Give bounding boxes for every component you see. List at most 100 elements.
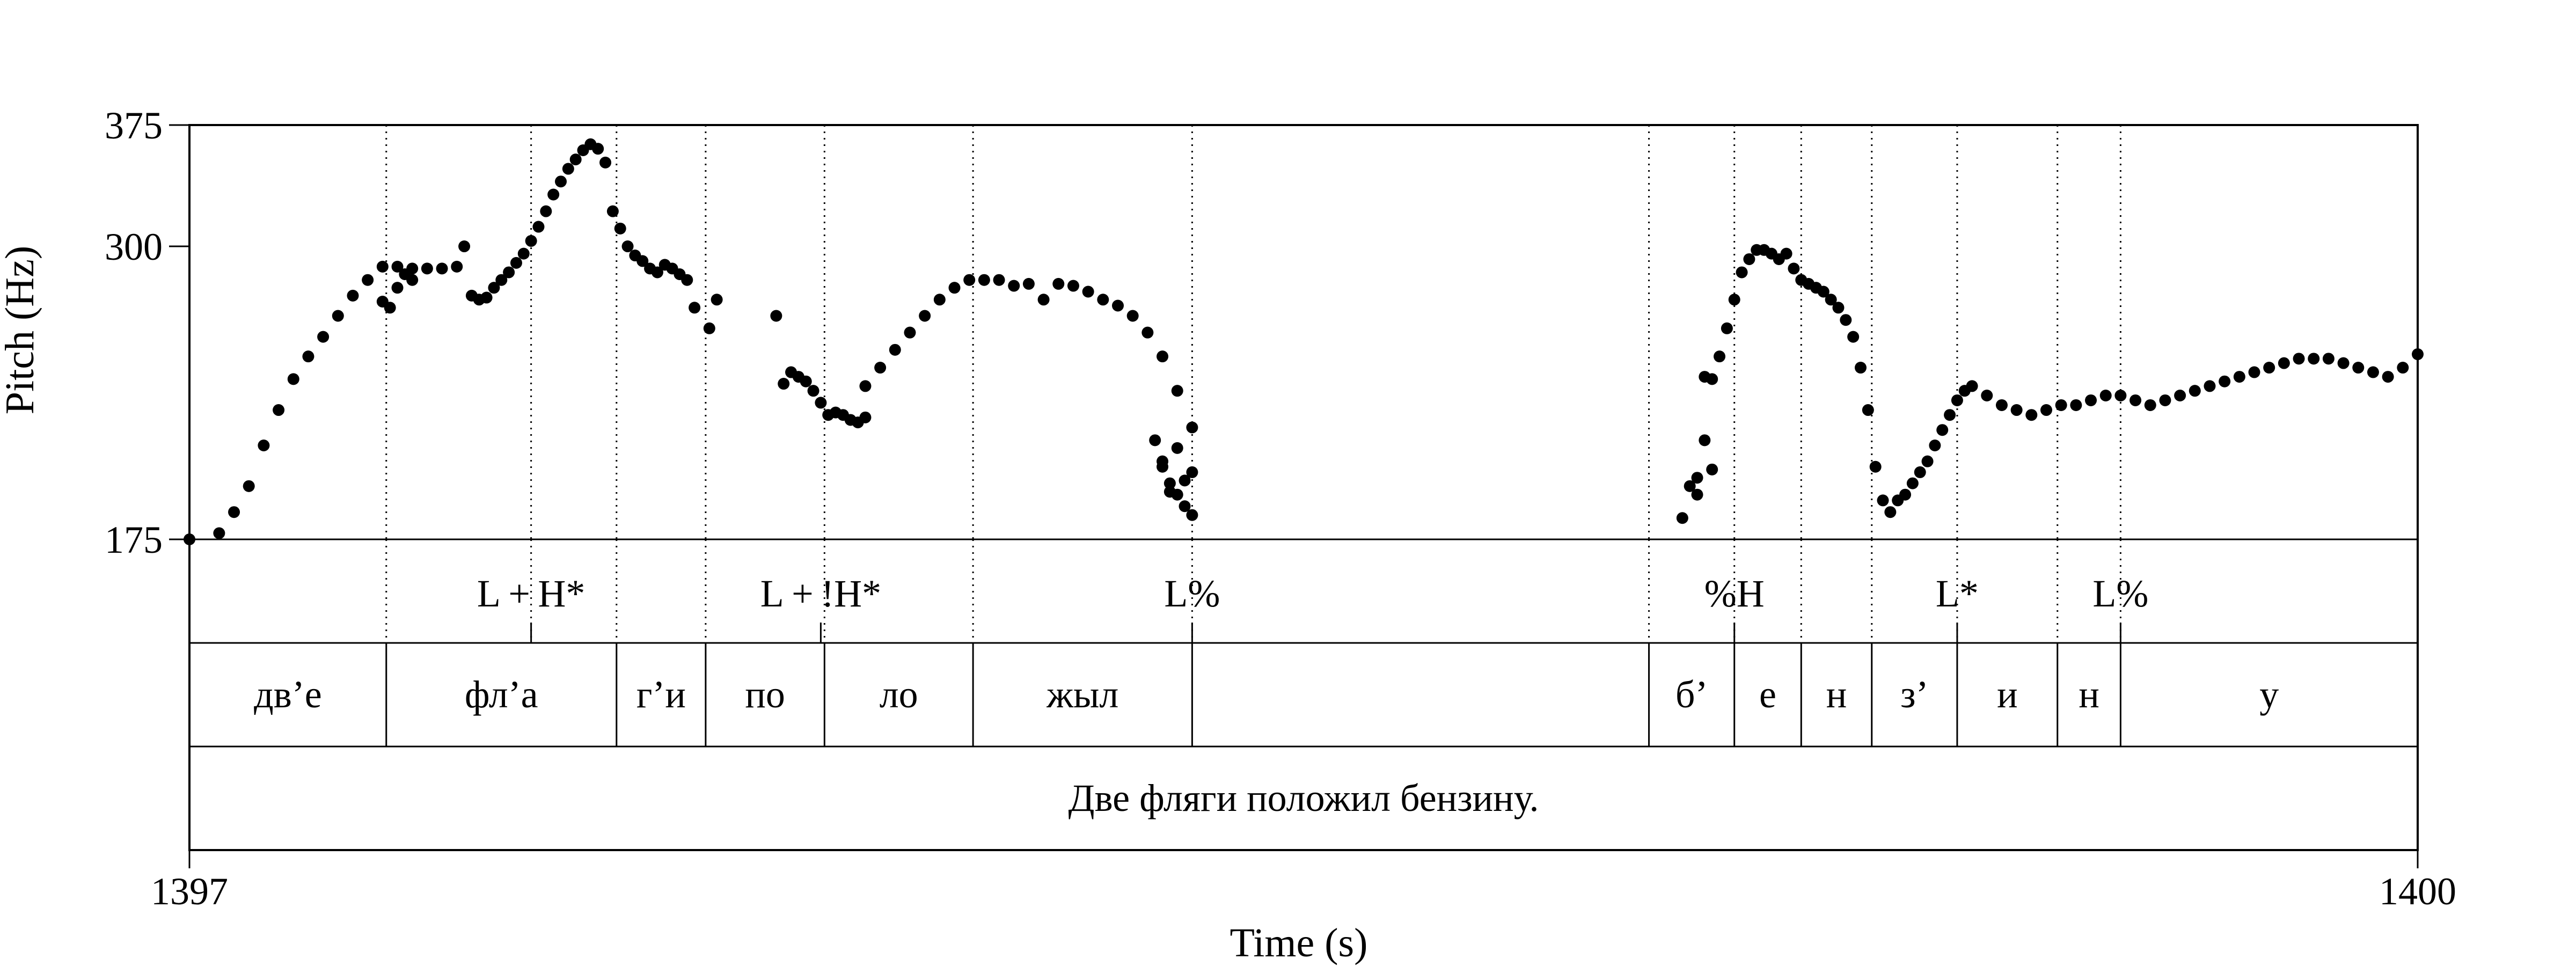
- pitch-point: [904, 326, 916, 339]
- pitch-point: [703, 322, 715, 334]
- pitch-point: [1067, 280, 1079, 292]
- pitch-point: [1699, 434, 1711, 447]
- pitch-point: [2085, 394, 2097, 406]
- pitch-point: [1141, 326, 1154, 339]
- pitch-point: [2248, 366, 2260, 378]
- pitch-point: [384, 302, 396, 314]
- pitch-points: [184, 138, 2424, 545]
- pitch-point: [1699, 371, 1711, 383]
- pitch-point: [2159, 394, 2171, 406]
- pitch-point: [569, 153, 582, 166]
- pitch-point: [517, 247, 530, 260]
- pitch-point: [2189, 385, 2201, 397]
- plot-frames: [188, 124, 2419, 851]
- pitch-point: [2040, 404, 2052, 416]
- pitch-point: [1163, 486, 1176, 498]
- pitch-point: [391, 282, 404, 294]
- pitch-point: [332, 310, 344, 322]
- pitch-point: [1825, 294, 1837, 306]
- annotation-tiers: L + H* L + !H* L% %H L* L% дв’е фл’а г’и по ло жыл б…: [254, 572, 2279, 819]
- pitch-point: [978, 274, 990, 286]
- pitch-point: [770, 310, 782, 322]
- outer-frame: [188, 124, 2419, 851]
- segment-label: и: [1997, 673, 2018, 716]
- pitch-point: [273, 404, 285, 416]
- tone-label: L + H*: [477, 572, 585, 615]
- pitch-point: [2055, 399, 2067, 411]
- pitch-point: [562, 163, 574, 175]
- pitch-point: [807, 385, 819, 397]
- pitch-point: [1899, 488, 1912, 501]
- pitch-point: [2099, 390, 2112, 402]
- pitch-point: [599, 156, 612, 169]
- pitch-point: [1884, 506, 1897, 518]
- tone-label: L%: [2092, 572, 2148, 615]
- pitch-point: [1877, 494, 1889, 507]
- pitch-point: [1097, 294, 1109, 306]
- pitch-point: [1022, 277, 1035, 290]
- pitch-point: [391, 260, 404, 273]
- pitch-point: [1921, 455, 1934, 467]
- pitch-point: [1862, 404, 1874, 416]
- pitch-point: [1944, 409, 1956, 421]
- pitch-point: [302, 350, 314, 363]
- pitch-point: [1714, 350, 1726, 363]
- pitch-point: [510, 257, 522, 269]
- pitch-point: [1966, 380, 1978, 392]
- y-tick-label: 375: [105, 104, 163, 147]
- pitch-point: [2308, 353, 2320, 365]
- pitch-point: [547, 188, 560, 201]
- segment-label: дв’е: [254, 673, 322, 716]
- pitch-point: [1929, 440, 1941, 452]
- tone-label: %H: [1704, 572, 1765, 615]
- pitch-point: [1728, 294, 1740, 306]
- pitch-point: [2233, 371, 2245, 383]
- segment-label: фл’а: [465, 673, 538, 716]
- pitch-point: [2352, 362, 2365, 374]
- pitch-point: [874, 362, 887, 374]
- pitch-point: [621, 240, 634, 253]
- pitch-point: [689, 302, 701, 314]
- segment-label: г’и: [636, 673, 686, 716]
- y-axis-label: Pitch (Hz): [0, 246, 42, 414]
- pitch-point: [213, 527, 225, 539]
- x-tick-label: 1397: [151, 870, 228, 913]
- pitch-point: [317, 331, 330, 343]
- pitch-point: [1691, 472, 1703, 484]
- pitch-point: [889, 343, 901, 356]
- pitch-point: [1171, 442, 1183, 454]
- pitch-point: [421, 262, 433, 275]
- segment-label: ло: [880, 673, 918, 716]
- pitch-point: [458, 240, 471, 253]
- segment-label: н: [1826, 673, 1847, 716]
- pitch-point: [2129, 394, 2142, 406]
- pitch-point: [1936, 424, 1949, 436]
- pitch-point: [406, 274, 419, 286]
- pitch-point: [1832, 302, 1845, 314]
- pitch-point: [503, 266, 515, 279]
- pitch-point: [681, 274, 693, 286]
- pitch-point: [287, 373, 299, 385]
- pitch-point: [436, 262, 448, 275]
- pitch-point: [1008, 280, 1020, 292]
- pitch-point: [1817, 286, 1829, 298]
- pitch-point: [711, 294, 723, 306]
- pitch-point: [2174, 390, 2186, 402]
- pitch-point: [2397, 362, 2409, 374]
- pitch-point: [859, 380, 872, 392]
- x-tick-label: 1400: [2379, 870, 2456, 913]
- pitch-point: [1981, 390, 1993, 402]
- pitch-point: [636, 255, 649, 267]
- pitch-point: [2322, 353, 2334, 365]
- pitch-point: [1052, 277, 1065, 290]
- pitch-point: [859, 411, 872, 423]
- pitch-point: [1676, 512, 1688, 524]
- pitch-point: [2010, 404, 2023, 416]
- axes: Pitch (Hz) Time (s) 175 300 375 1397 1400: [0, 104, 2456, 965]
- pitch-point: [2367, 366, 2379, 378]
- pitch-point: [1906, 477, 1919, 489]
- pitch-point: [2114, 390, 2127, 402]
- pitch-point: [1721, 322, 1733, 334]
- pitch-point: [1780, 247, 1792, 260]
